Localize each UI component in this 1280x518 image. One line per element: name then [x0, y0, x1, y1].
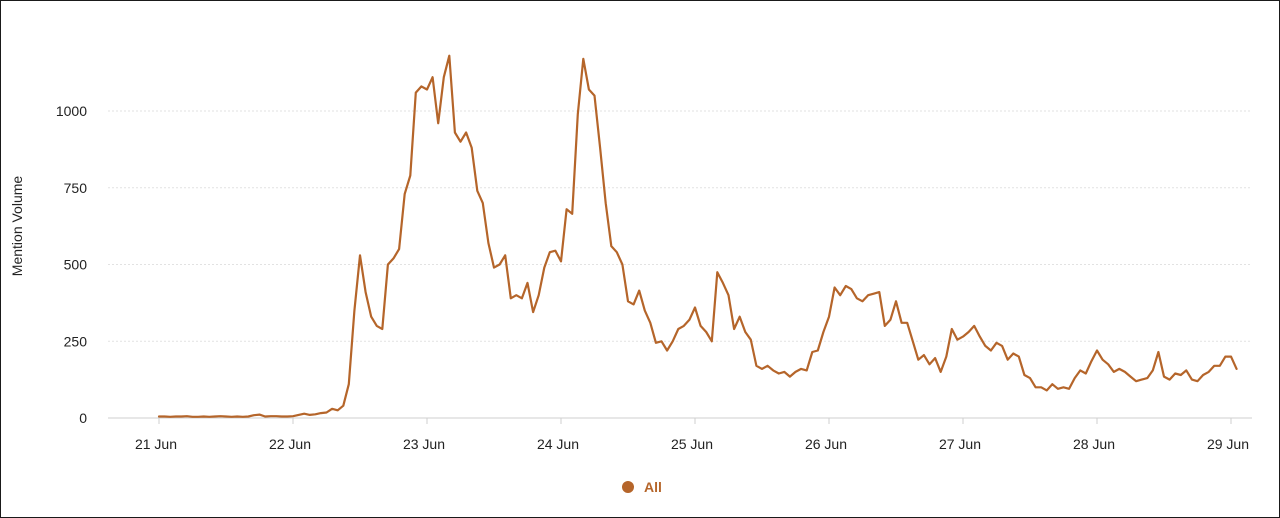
x-tick-label: 27 Jun: [939, 436, 981, 452]
x-tick-label: 22 Jun: [269, 436, 311, 452]
x-tick-label: 26 Jun: [805, 436, 847, 452]
legend[interactable]: All: [622, 479, 662, 495]
y-tick-label: 750: [64, 180, 88, 196]
x-tick-label: 29 Jun: [1207, 436, 1249, 452]
y-tick-label: 500: [64, 257, 88, 273]
series-line-all: [157, 54, 1238, 418]
y-tick-label: 1000: [56, 103, 87, 119]
x-tick-label: 25 Jun: [671, 436, 713, 452]
y-tick-label: 250: [64, 333, 88, 349]
y-axis-label: Mention Volume: [9, 176, 25, 277]
x-tick-label: 24 Jun: [537, 436, 579, 452]
gridlines: [108, 110, 1252, 419]
legend-label-all: All: [644, 479, 662, 495]
y-axis-ticks: 0 250 500 750 1000: [56, 103, 87, 426]
legend-marker: [622, 481, 634, 493]
x-tick-label: 23 Jun: [403, 436, 445, 452]
x-axis-ticks: 21 Jun 22 Jun 23 Jun 24 Jun 25 Jun 26 Jun 27 J…: [135, 418, 1249, 452]
x-tick-label: 28 Jun: [1073, 436, 1115, 452]
y-tick-label: 0: [79, 410, 87, 426]
series-group: [157, 54, 1238, 418]
x-tick-label: 21 Jun: [135, 436, 177, 452]
